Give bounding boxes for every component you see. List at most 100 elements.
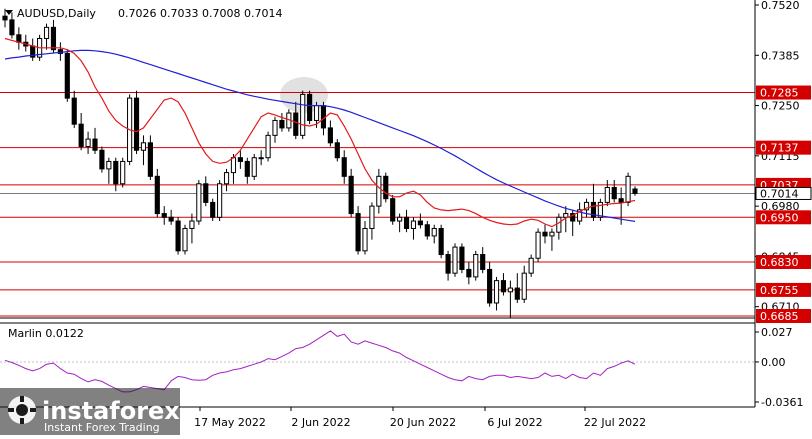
candle-body	[71, 97, 77, 125]
symbol-label: AUDUSD,Daily	[17, 7, 96, 20]
candle-body	[632, 188, 638, 194]
osc-tick-label: -0.0361	[761, 396, 803, 409]
candle-body	[334, 142, 340, 159]
candle-body	[390, 198, 396, 222]
osc-tick-label: 0.00	[761, 356, 786, 369]
candle-body	[424, 224, 430, 237]
instaforex-logo: instaforex Instant Forex Trading	[0, 388, 180, 435]
candle-body	[410, 220, 417, 229]
time-tick-label: 6 Jul 2022	[487, 416, 542, 429]
price-tick-label: 0.6980	[761, 200, 800, 213]
level-tag-label: 0.6755	[760, 284, 799, 297]
candle-body	[376, 175, 382, 207]
candle-body	[535, 231, 541, 259]
candle-body	[549, 231, 555, 237]
candle-body	[175, 220, 181, 252]
candle-body	[293, 112, 299, 136]
oscillator-label: Marlin 0.0122	[8, 327, 84, 340]
level-tag-label: 0.7137	[760, 142, 799, 155]
candle-body	[300, 93, 306, 136]
candle-body	[618, 198, 624, 203]
candle-body	[113, 160, 119, 185]
candle-body	[514, 287, 520, 300]
candle-body	[431, 227, 437, 237]
candle-body	[43, 26, 50, 40]
candle-body	[459, 246, 465, 270]
candle-body	[493, 280, 500, 304]
candle-body	[16, 34, 22, 43]
candle-body	[313, 105, 320, 121]
candle-body	[480, 254, 486, 270]
candle-body	[542, 231, 548, 237]
candle-body	[230, 157, 237, 174]
candle-body	[397, 216, 403, 222]
candle-body	[272, 119, 278, 136]
candles-layer	[2, 8, 638, 318]
candle-body	[223, 172, 230, 185]
time-tick-label: 22 Jul 2022	[584, 416, 646, 429]
level-tag-bg	[756, 210, 811, 225]
candle-body	[355, 213, 361, 252]
candle-body	[140, 142, 147, 151]
candle-body	[168, 216, 174, 222]
candle-body	[237, 157, 243, 162]
candle-body	[590, 201, 597, 218]
candle-body	[258, 157, 264, 160]
axes	[0, 0, 756, 408]
candle-body	[570, 213, 576, 222]
candle-body	[369, 205, 375, 229]
candle-body	[196, 183, 202, 222]
time-tick-label: 17 May 2022	[194, 416, 266, 429]
candle-body	[203, 183, 209, 203]
candle-body	[85, 138, 91, 148]
dropdown-triangle-icon[interactable]	[5, 10, 13, 15]
time-tick-label: 20 Jun 2022	[390, 416, 456, 429]
ma-fast-line	[4, 37, 636, 228]
chart-header: AUDUSD,Daily 0.7026 0.7033 0.7008 0.7014	[5, 7, 282, 20]
candle-body	[417, 220, 423, 226]
logo-tagline: Instant Forex Trading	[44, 421, 160, 434]
candle-body	[92, 138, 98, 151]
candle-body	[500, 280, 507, 293]
level-tag-label: 0.6685	[760, 310, 799, 323]
level-tag-bg	[756, 309, 811, 323]
candle-body	[362, 227, 368, 252]
price-tick-label: 0.7385	[761, 49, 800, 62]
marlin-line	[4, 330, 636, 393]
candle-body	[625, 175, 631, 203]
candle-body	[487, 268, 493, 304]
candle-body	[445, 254, 451, 274]
level-tag-label: 0.6830	[760, 256, 799, 269]
candle-body	[348, 175, 354, 215]
last-price-label: 0.7014	[760, 187, 799, 200]
last-price-tag-bg	[755, 186, 812, 200]
price-tick-label: 0.7250	[761, 100, 800, 113]
candle-body	[106, 160, 112, 170]
candle-body	[307, 93, 313, 121]
candle-body	[120, 160, 126, 185]
instaforex-logo-icon	[8, 396, 36, 424]
candle-body	[133, 97, 140, 151]
candle-body	[341, 157, 347, 177]
level-tag-label: 0.7285	[760, 87, 799, 100]
candle-body	[244, 160, 250, 177]
ohlc-label: 0.7026 0.7033 0.7008 0.7014	[118, 7, 282, 20]
candle-body	[466, 268, 472, 278]
candle-body	[9, 19, 15, 36]
candle-body	[154, 175, 160, 215]
candle-body	[265, 134, 271, 159]
candle-body	[182, 227, 188, 252]
candle-body	[327, 127, 333, 144]
time-axis-labels: 17 May 2022 2 Jun 2022 20 Jun 2022 6 Jul 20…	[194, 407, 646, 429]
candle-body	[64, 52, 70, 99]
candle-body	[99, 149, 105, 170]
candle-body	[189, 220, 195, 229]
candle-body	[611, 187, 617, 200]
candle-body	[279, 119, 285, 129]
candle-body	[473, 254, 479, 278]
level-tag-bg	[756, 282, 811, 297]
level-price-tags: 0.72850.71370.70370.69500.68300.67550.66…	[755, 85, 812, 323]
candle-body	[217, 183, 223, 218]
candle-body	[438, 227, 444, 256]
